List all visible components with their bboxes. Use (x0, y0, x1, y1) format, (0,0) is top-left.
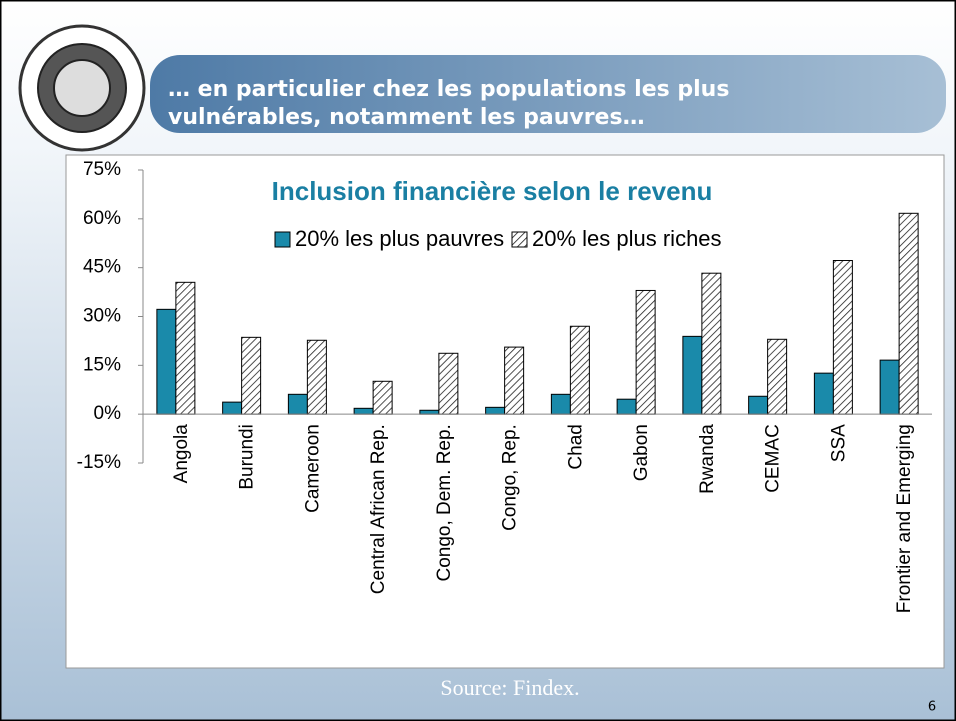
legend-label: 20% les plus pauvres (295, 226, 504, 251)
bar (504, 346, 525, 415)
x-tick-label: Frontier and Emerging (894, 424, 915, 613)
bar (879, 359, 900, 415)
bar (156, 308, 177, 415)
bar (353, 407, 374, 415)
x-tick-label: SSA (828, 424, 849, 462)
legend-label: 20% les plus riches (532, 226, 722, 251)
title-band (150, 55, 946, 133)
chart-title: Inclusion financière selon le revenu (272, 176, 713, 206)
bar (306, 339, 327, 415)
y-tick-label: 15% (83, 354, 121, 375)
bar (569, 325, 590, 415)
y-tick-label: 75% (83, 159, 121, 180)
bar (438, 352, 459, 415)
x-tick-label: Rwanda (697, 424, 718, 494)
legend-swatch (511, 231, 528, 248)
bar (222, 401, 243, 415)
bar (701, 272, 722, 415)
x-tick-label: Congo, Rep. (500, 424, 521, 531)
bar (175, 281, 196, 415)
logo (18, 24, 146, 152)
bar (550, 393, 571, 415)
x-tick-label: Congo, Dem. Rep. (434, 424, 455, 581)
bar (419, 409, 440, 415)
x-tick-label: Angola (171, 424, 192, 484)
bar (682, 335, 703, 415)
x-tick-label: Cameroon (302, 424, 323, 513)
legend-swatch (274, 231, 291, 248)
x-tick-label: Central African Rep. (368, 424, 389, 594)
bar (616, 398, 637, 415)
x-tick-label: Gabon (631, 424, 652, 481)
y-tick-label: -15% (77, 452, 121, 473)
bar (485, 406, 506, 415)
y-tick-label: 45% (83, 257, 121, 278)
x-tick-label: Chad (565, 424, 586, 469)
bar (372, 380, 393, 415)
bar (832, 260, 853, 415)
bar (287, 393, 308, 415)
bar (813, 372, 834, 415)
y-tick-label: 30% (83, 306, 121, 327)
bar (748, 395, 769, 415)
bar (241, 336, 262, 415)
y-tick-label: 60% (83, 208, 121, 229)
bar (767, 338, 788, 415)
y-tick-label: 0% (94, 403, 122, 424)
source: Source: Findex. (440, 675, 579, 700)
page-number: 6 (928, 700, 936, 715)
x-tick-label: CEMAC (763, 424, 784, 493)
bar (898, 212, 919, 415)
bar (635, 289, 656, 415)
slide-title: vulnérables, notamment les pauvres… (168, 105, 645, 130)
x-tick-label: Burundi (237, 424, 258, 490)
slide-title: … en particulier chez les populations le… (168, 77, 729, 102)
